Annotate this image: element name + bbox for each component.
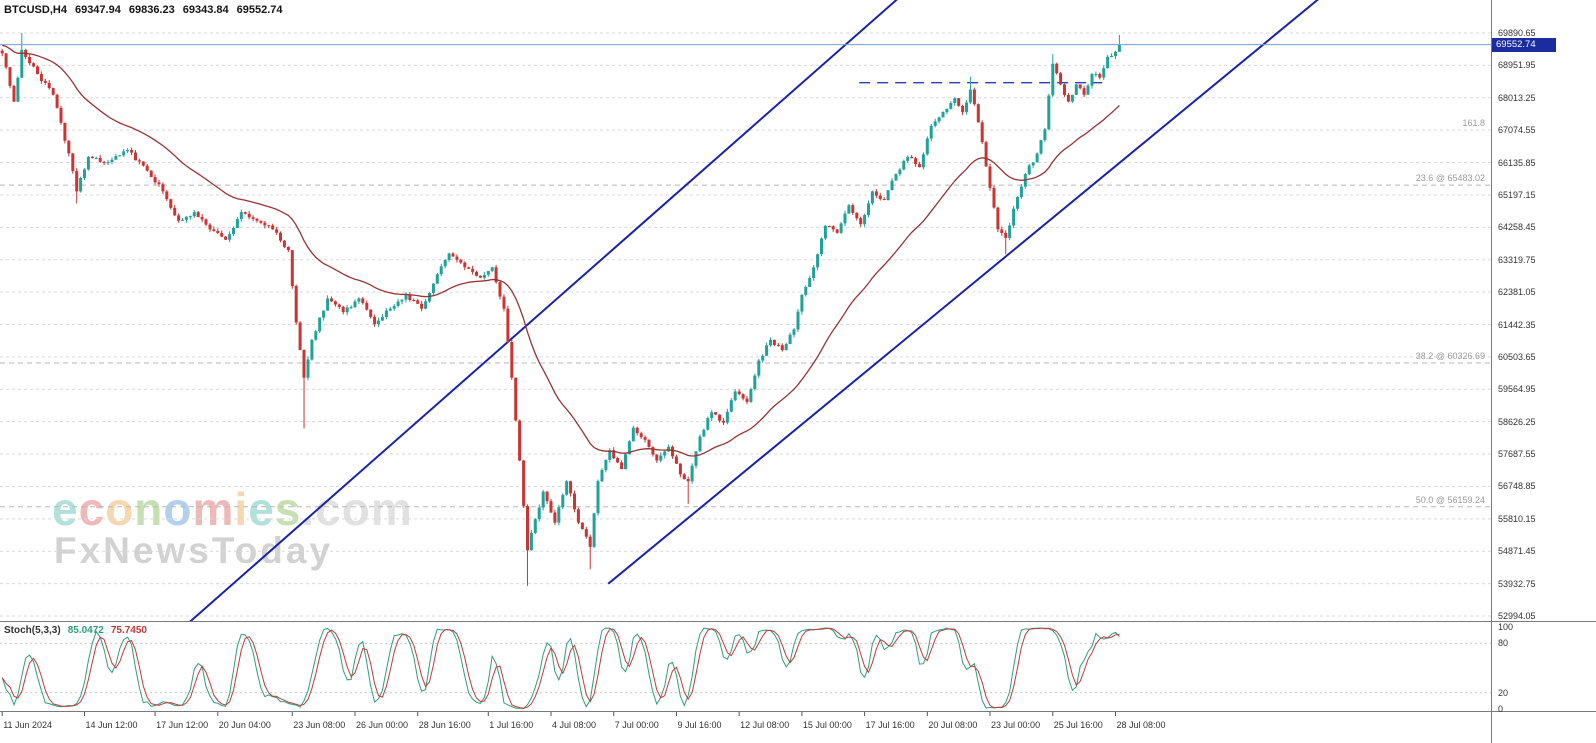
channel-trendlines [189,0,1319,621]
time-axis-tick: 4 Jul 08:00 [552,720,597,730]
time-axis-tick: 17 Jun 12:00 [156,720,209,730]
time-axis-tick: 23 Jun 08:00 [293,720,346,730]
watermark-brand-suffix: .com [301,483,413,535]
time-axis-tick: 20 Jul 08:00 [928,720,978,730]
ticker-open: 69347.94 [74,4,121,16]
fib-level-lines [0,184,1491,508]
stoch-level-lines [0,642,1491,694]
time-axis-tick: 12 Jul 08:00 [740,720,790,730]
price-axis-tick: 60503.65 [1498,351,1536,362]
fib-level-label: 38.2 @ 60326.69 [1415,350,1485,361]
time-axis-tick: 14 Jun 12:00 [85,720,138,730]
price-axis-tick: 64258.45 [1498,222,1536,233]
watermark-letter: m [192,483,235,535]
indicator-value-main: 85.0472 [67,625,104,636]
time-axis-tick: 28 Jul 08:00 [1116,720,1166,730]
ticker-low: 69343.84 [182,4,229,16]
ticker-high: 69836.23 [128,4,175,16]
indicator-axis-tick: 80 [1498,638,1509,649]
price-axis-tick: 69890.65 [1498,27,1536,38]
price-axis-tick: 62381.05 [1498,287,1536,298]
fib-extra-label: 161.8 [1462,118,1485,128]
time-axis-tick: 1 Jul 16:00 [489,720,534,730]
price-axis-tick: 56748.85 [1498,481,1536,492]
price-axis-tick: 57687.55 [1498,449,1536,460]
watermark-letter: s [274,483,302,535]
stoch-signal-line [1,627,1120,709]
economies-watermark: economies.com [52,482,413,536]
watermark-brand: economies [52,483,301,535]
time-axis-tick: 11 Jun 2024 [3,720,53,730]
time-axis-tick: 17 Jul 16:00 [865,720,915,730]
price-axis-tick: 67074.55 [1498,125,1536,136]
fxnewstoday-watermark: FxNewsToday [54,530,334,571]
ticker-close: 69552.74 [236,4,283,16]
indicator-value-signal: 75.7450 [110,625,147,636]
indicator-axis-tick: 0 [1498,704,1504,714]
price-gridlines [0,32,1491,617]
price-axis-tick: 66135.85 [1498,157,1536,168]
ticker-symbol: BTCUSD,H4 [4,4,67,16]
price-axis-tick: 61442.35 [1498,319,1536,330]
candles-layer [0,33,1121,586]
indicator-name: Stoch(5,3,3) [4,625,61,636]
time-axis-tick: 26 Jun 00:00 [356,720,409,730]
fib-level-label: 23.6 @ 65483.02 [1415,173,1485,184]
price-axis-tick: 68951.95 [1498,60,1536,71]
watermark-letter: i [234,483,249,535]
price-axis-tick: 55810.15 [1498,513,1536,524]
ohlc-ticker: BTCUSD,H4 69347.94 69836.23 69343.84 69552.7… [4,4,291,16]
indicator-axis-tick: 100 [1498,622,1514,632]
price-axis-tick: 52994.05 [1498,611,1536,621]
price-axis-tick: 53932.75 [1498,578,1536,589]
price-axis-tick: 68013.25 [1498,92,1536,103]
price-axis-tick: 65197.15 [1498,189,1536,200]
time-axis-tick: 9 Jul 16:00 [677,720,722,730]
stoch-main-line [1,627,1120,710]
price-axis-tick: 63319.75 [1498,254,1536,265]
price-axis-tick: 59564.95 [1498,384,1536,395]
time-axis-tick: 15 Jul 00:00 [802,720,852,730]
price-axis-tick: 54871.45 [1498,546,1536,557]
current-price-tag: 69552.74 [1492,37,1556,52]
indicator-axis-tick: 20 [1498,687,1509,698]
watermark-letter: o [105,483,135,535]
price-axis-tick: 58626.25 [1498,416,1536,427]
indicator-header: Stoch(5,3,3) 85.0472 75.7450 [4,625,154,636]
ma-line [1,44,1120,457]
watermark-letter: e [52,483,79,535]
time-axis-tick: 25 Jul 16:00 [1053,720,1103,730]
watermark-letter: e [248,483,275,535]
time-axis-tick: 23 Jul 00:00 [991,720,1041,730]
watermark-letter: o [163,483,193,535]
time-axis-tick: 7 Jul 00:00 [614,720,659,730]
watermark-letter: c [78,483,106,535]
time-axis-tick: 20 Jun 04:00 [218,720,271,730]
time-axis-tick: 28 Jun 16:00 [418,720,471,730]
fib-level-label: 50.0 @ 56159.24 [1415,494,1485,505]
watermark-letter: n [134,483,164,535]
